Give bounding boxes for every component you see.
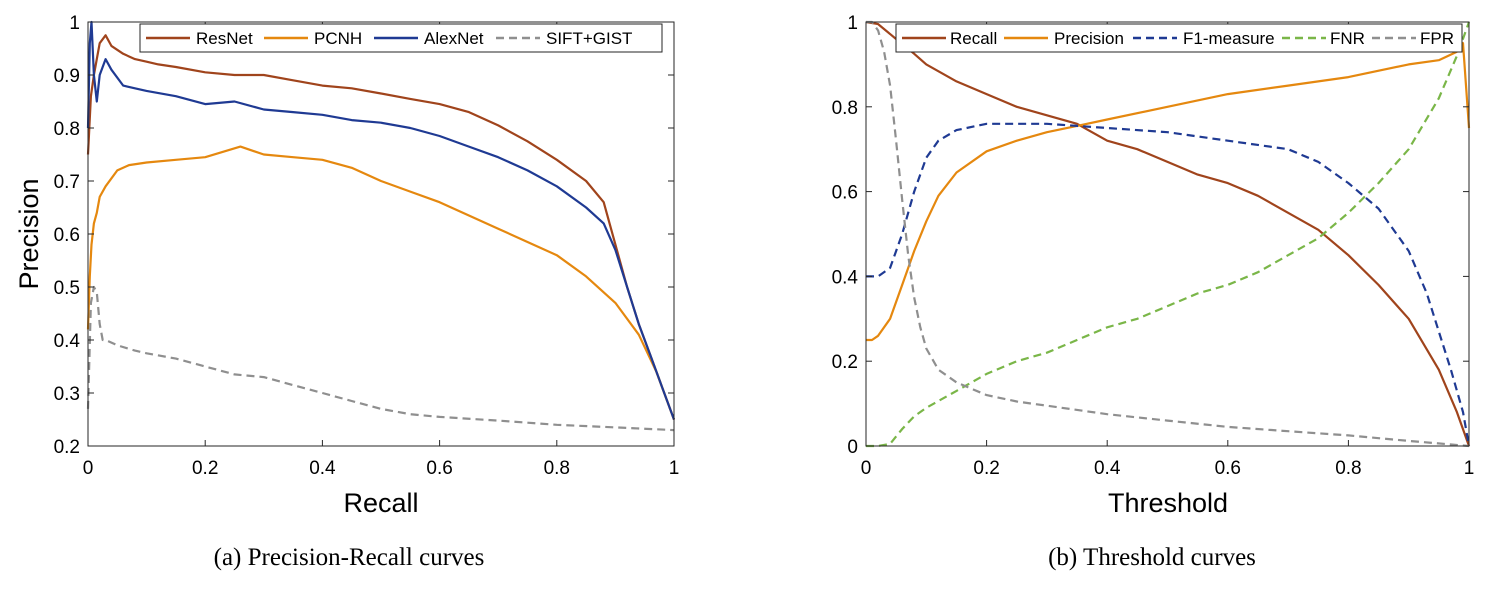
x-tick-label: 0.6 — [426, 458, 452, 479]
series-line-fnr — [866, 21, 1471, 448]
y-tick-label: 0.8 — [54, 119, 80, 140]
legend-label: Recall — [950, 29, 997, 48]
series-line-recall — [865, 20, 1471, 447]
series-line-alexnet — [86, 20, 676, 420]
x-tick-label: 0.6 — [1215, 458, 1241, 479]
y-tick-label: 1 — [847, 13, 858, 34]
x-tick-label: 1 — [1464, 458, 1475, 479]
series-line-pcnh — [86, 145, 676, 420]
y-tick-label: 0.3 — [54, 384, 80, 405]
y-tick-label: 0.2 — [832, 352, 858, 373]
legend-label: FNR — [1330, 29, 1365, 48]
legend: ResNet PCNH AlexNet SIFT+GIST — [139, 23, 663, 53]
y-tick-label: 0.5 — [54, 278, 80, 299]
plot-frame — [865, 21, 1470, 447]
series-line-precision — [866, 42, 1471, 342]
x-tick-label: 0.8 — [544, 458, 570, 479]
caption-b: (b) Threshold curves — [1048, 544, 1256, 571]
y-tick-label: 0.4 — [54, 331, 81, 352]
series-line-f1-measure — [866, 122, 1471, 447]
series-line-resnet — [86, 34, 676, 420]
x-tick-label: 0.2 — [973, 458, 999, 479]
plot-area — [866, 22, 1469, 446]
y-tick-label: 0.4 — [832, 267, 859, 288]
legend: Recall Precision F1-measure FNR FPR — [895, 23, 1463, 53]
y-tick-label: 0.9 — [54, 66, 80, 87]
legend-label: Precision — [1054, 29, 1124, 48]
x-axis-label: Threshold — [1108, 488, 1228, 518]
y-tick-label: 1 — [69, 13, 80, 34]
plot-area — [88, 22, 674, 446]
legend-label: F1-measure — [1183, 29, 1275, 48]
y-tick-label: 0.2 — [54, 437, 80, 458]
legend-label: PCNH — [314, 29, 362, 48]
legend-label: AlexNet — [424, 29, 484, 48]
x-tick-label: 0.8 — [1335, 458, 1361, 479]
y-tick-label: 0.8 — [832, 98, 858, 119]
x-tick-label: 0 — [861, 458, 872, 479]
x-tick-label: 0.4 — [1094, 458, 1121, 479]
y-tick-label: 0.7 — [54, 172, 80, 193]
series-line-fpr — [866, 20, 1470, 448]
y-tick-label: 0 — [847, 437, 858, 458]
precision-recall-chart: 0 0.2 0.4 0.6 0.8 10.20.30.40.50.60.70.80.91 … — [14, 13, 679, 518]
legend-label: SIFT+GIST — [546, 29, 632, 48]
caption-a: (a) Precision-Recall curves — [213, 544, 485, 571]
legend-label: FPR — [1420, 29, 1454, 48]
x-axis-label: Recall — [343, 488, 418, 518]
legend-label: ResNet — [196, 29, 253, 48]
y-axis-label: Precision — [14, 178, 44, 289]
legend-box — [895, 23, 1463, 53]
y-tick-label: 0.6 — [54, 225, 80, 246]
x-tick-label: 0.2 — [192, 458, 218, 479]
x-tick-label: 0.4 — [309, 458, 336, 479]
threshold-chart: 0 0.2 0.4 0.6 0.8 1 0 0.2 0.4 0.6 0.8 1 Threshold R… — [832, 13, 1475, 518]
y-tick-label: 0.6 — [832, 183, 858, 204]
x-tick-label: 1 — [669, 458, 680, 479]
x-tick-label: 0 — [83, 458, 94, 479]
